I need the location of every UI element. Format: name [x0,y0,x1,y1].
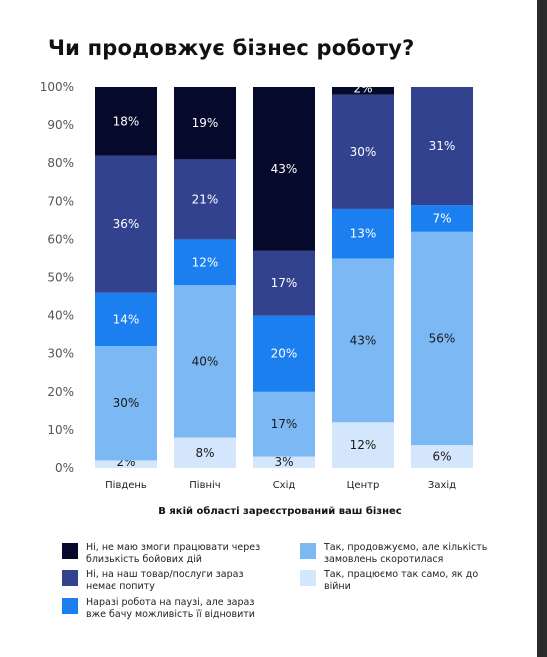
x-tick-label: Центр [347,480,380,491]
data-label: 31% [429,139,456,153]
data-label: 30% [113,396,140,410]
bar-segment [332,94,394,209]
y-tick-label: 0% [55,461,74,475]
y-tick-label: 90% [47,118,74,132]
x-tick-label: Південь [105,479,147,491]
data-label: 14% [113,312,140,326]
bar-segment [253,250,315,316]
x-tick-label: Північ [189,479,220,491]
y-tick-label: 100% [40,80,74,94]
x-axis-title: В якій області зареєстрований ваш бізнес [158,505,402,517]
data-label: 43% [350,333,377,347]
bar-segment [411,231,473,446]
bar-segment [174,437,236,468]
y-tick-label: 60% [47,232,74,246]
y-tick-label: 50% [47,271,74,285]
data-label: 56% [429,331,456,345]
bar-segment [95,460,157,468]
bar-segment [253,456,315,468]
data-label: 36% [113,217,140,231]
window-edge [537,0,547,657]
data-label: 21% [192,192,219,206]
data-label: 40% [192,354,219,368]
data-label: 30% [350,145,377,159]
bar-segment [332,258,394,423]
bar-segment [95,87,157,156]
data-label: 7% [432,211,451,225]
y-tick-label: 30% [47,347,74,361]
y-tick-label: 80% [47,156,74,170]
bar-segment [174,239,236,286]
bar-segment [253,315,315,392]
data-label: 17% [271,417,298,431]
data-label: 19% [192,116,219,130]
bar-segment [411,87,473,206]
data-label: 6% [432,450,451,464]
data-label: 17% [271,276,298,290]
y-tick-label: 10% [47,423,74,437]
data-label: 3% [274,455,293,469]
bar-segment [95,292,157,347]
bar-segment [95,155,157,293]
data-label: 2% [353,82,372,96]
y-tick-label: 20% [47,385,74,399]
bar-segment [332,208,394,259]
data-label: 12% [192,255,219,269]
chart-title: Чи продовжує бізнес роботу? [48,36,415,60]
y-tick-label: 70% [47,194,74,208]
bar-segment [332,87,394,95]
data-label: 13% [350,227,377,241]
data-label: 12% [350,438,377,452]
data-label: 18% [113,114,140,128]
bar-segment [174,159,236,240]
bar-segment [332,422,394,468]
data-label: 43% [271,162,298,176]
bar-segment [253,87,315,251]
bar-segment [174,285,236,438]
x-tick-label: Схід [273,479,296,491]
x-tick-label: Захід [428,479,456,491]
y-tick-label: 40% [47,309,74,323]
bar-segment [253,391,315,457]
bar-segment [174,87,236,160]
data-label: 20% [271,347,298,361]
bar-segment [95,346,157,461]
bar-segment [411,205,473,232]
bar-segment [411,445,473,468]
data-label: 8% [195,446,214,460]
